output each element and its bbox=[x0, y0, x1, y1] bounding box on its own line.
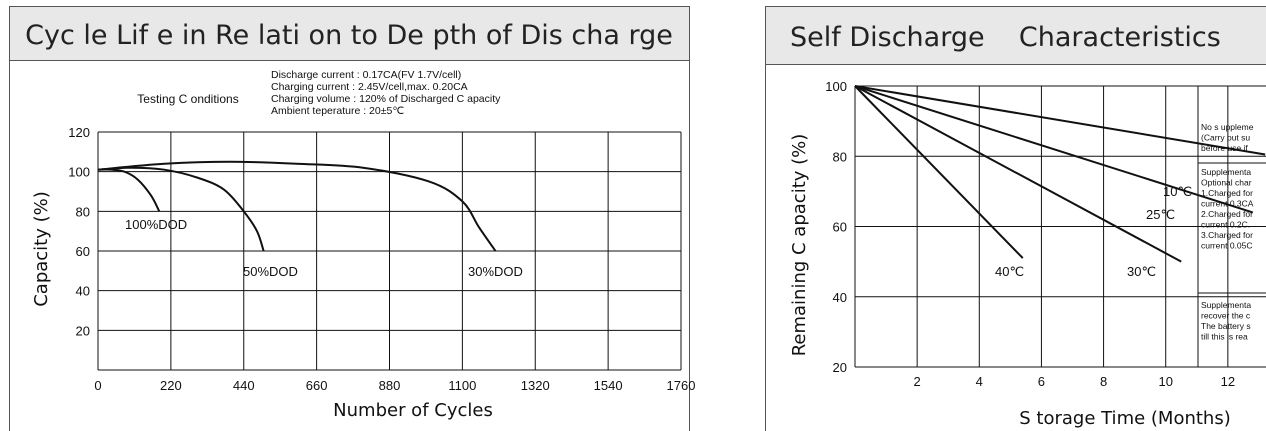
y-tick-label: 60 bbox=[833, 220, 847, 235]
x-tick-label: 1320 bbox=[521, 378, 550, 393]
x-tick-label: 0 bbox=[94, 378, 101, 393]
y-tick-label: 60 bbox=[76, 244, 90, 259]
self-discharge-title-bar bbox=[765, 6, 1266, 65]
self-discharge-xlabel: S torage Time (Months) bbox=[1019, 408, 1230, 429]
note-line: till this is rea bbox=[1201, 332, 1248, 342]
x-tick-label: 220 bbox=[160, 378, 182, 393]
condition-line: Discharge current : 0.17CA(FV 1.7V/cell) bbox=[271, 69, 461, 81]
x-tick-label: 1760 bbox=[667, 378, 696, 393]
note-line: 2.Charged for bbox=[1201, 209, 1253, 219]
y-tick-label: 20 bbox=[76, 323, 90, 338]
series-curve bbox=[97, 160, 497, 252]
y-tick-label: 80 bbox=[833, 149, 847, 164]
note-line: The battery s bbox=[1201, 321, 1251, 331]
note-line: 3.Charged for bbox=[1201, 230, 1253, 240]
series-line bbox=[854, 85, 1024, 259]
self-discharge-ylabel: Remaining C apacity (%) bbox=[789, 134, 810, 357]
note-line: No s uppleme bbox=[1201, 122, 1254, 132]
series-line bbox=[854, 85, 1182, 263]
y-tick-label: 100 bbox=[68, 165, 90, 180]
note-line: before use if bbox=[1201, 143, 1248, 153]
note-line: 1.Charged for bbox=[1201, 188, 1253, 198]
x-tick-label: 2 bbox=[914, 374, 921, 389]
series-curve bbox=[97, 166, 265, 252]
x-tick-label: 8 bbox=[1100, 374, 1107, 389]
y-tick-label: 100 bbox=[825, 79, 847, 94]
self-discharge-chart: Self Discharge Characteristics 2 4 6 8 10 12 2… bbox=[765, 6, 1266, 431]
series-label-10c: 10℃ bbox=[1163, 184, 1192, 199]
x-tick-label: 660 bbox=[306, 378, 328, 393]
x-tick-label: 12 bbox=[1221, 374, 1235, 389]
testing-conditions-label: Testing C onditions bbox=[137, 92, 238, 106]
x-tick-label: 6 bbox=[1038, 374, 1045, 389]
self-discharge-title: Self Discharge Characteristics bbox=[790, 22, 1221, 53]
condition-line: Ambient teperature : 20±5℃ bbox=[271, 105, 404, 117]
series-line bbox=[854, 85, 1254, 214]
note-line: Supplementa bbox=[1201, 300, 1251, 310]
cycle-life-xlabel: Number of Cycles bbox=[333, 400, 493, 421]
note-line: Optional char bbox=[1201, 178, 1252, 188]
y-tick-label: 40 bbox=[76, 284, 90, 299]
cycle-life-title: Cyc le Lif e in Re lati on to De pth of … bbox=[25, 20, 673, 51]
series-label-30dod: 30%DOD bbox=[468, 264, 523, 279]
y-tick-label: 80 bbox=[76, 204, 90, 219]
y-tick-label: 20 bbox=[833, 360, 847, 375]
note-line: (Carry out su bbox=[1201, 133, 1250, 143]
note-line: current 0.05C bbox=[1201, 241, 1253, 251]
cycle-life-title-bar bbox=[9, 6, 690, 61]
cycle-life-chart: Cyc le Lif e in Re lati on to De pth of … bbox=[9, 6, 696, 431]
note-line: current 0.3CA bbox=[1201, 199, 1254, 209]
y-tick-label: 120 bbox=[68, 125, 90, 140]
x-tick-label: 880 bbox=[379, 378, 401, 393]
y-tick-label: 40 bbox=[833, 290, 847, 305]
series-label-50dod: 50%DOD bbox=[243, 264, 298, 279]
x-tick-label: 4 bbox=[976, 374, 983, 389]
x-tick-label: 1100 bbox=[448, 378, 476, 393]
series-line bbox=[854, 85, 1266, 156]
x-tick-label: 440 bbox=[233, 378, 255, 393]
series-label-25c: 25℃ bbox=[1146, 207, 1175, 222]
note-line: recover the c bbox=[1201, 311, 1251, 321]
note-line: current 0.2C. bbox=[1201, 220, 1250, 230]
series-label-40c: 40℃ bbox=[995, 264, 1024, 279]
cycle-life-frame bbox=[9, 60, 690, 431]
cycle-life-ylabel: Capacity (%) bbox=[31, 191, 52, 307]
x-tick-label: 1540 bbox=[594, 378, 623, 393]
condition-line: Charging volume : 120% of Discharged C a… bbox=[271, 93, 501, 105]
self-discharge-frame bbox=[765, 64, 1266, 431]
series-label-30c: 30℃ bbox=[1127, 264, 1156, 279]
condition-line: Charging current : 2.45V/cell,max. 0.20C… bbox=[271, 81, 468, 93]
x-tick-label: 10 bbox=[1158, 374, 1172, 389]
series-label-100dod: 100%DOD bbox=[125, 217, 187, 232]
note-line: Supplementa bbox=[1201, 167, 1251, 177]
